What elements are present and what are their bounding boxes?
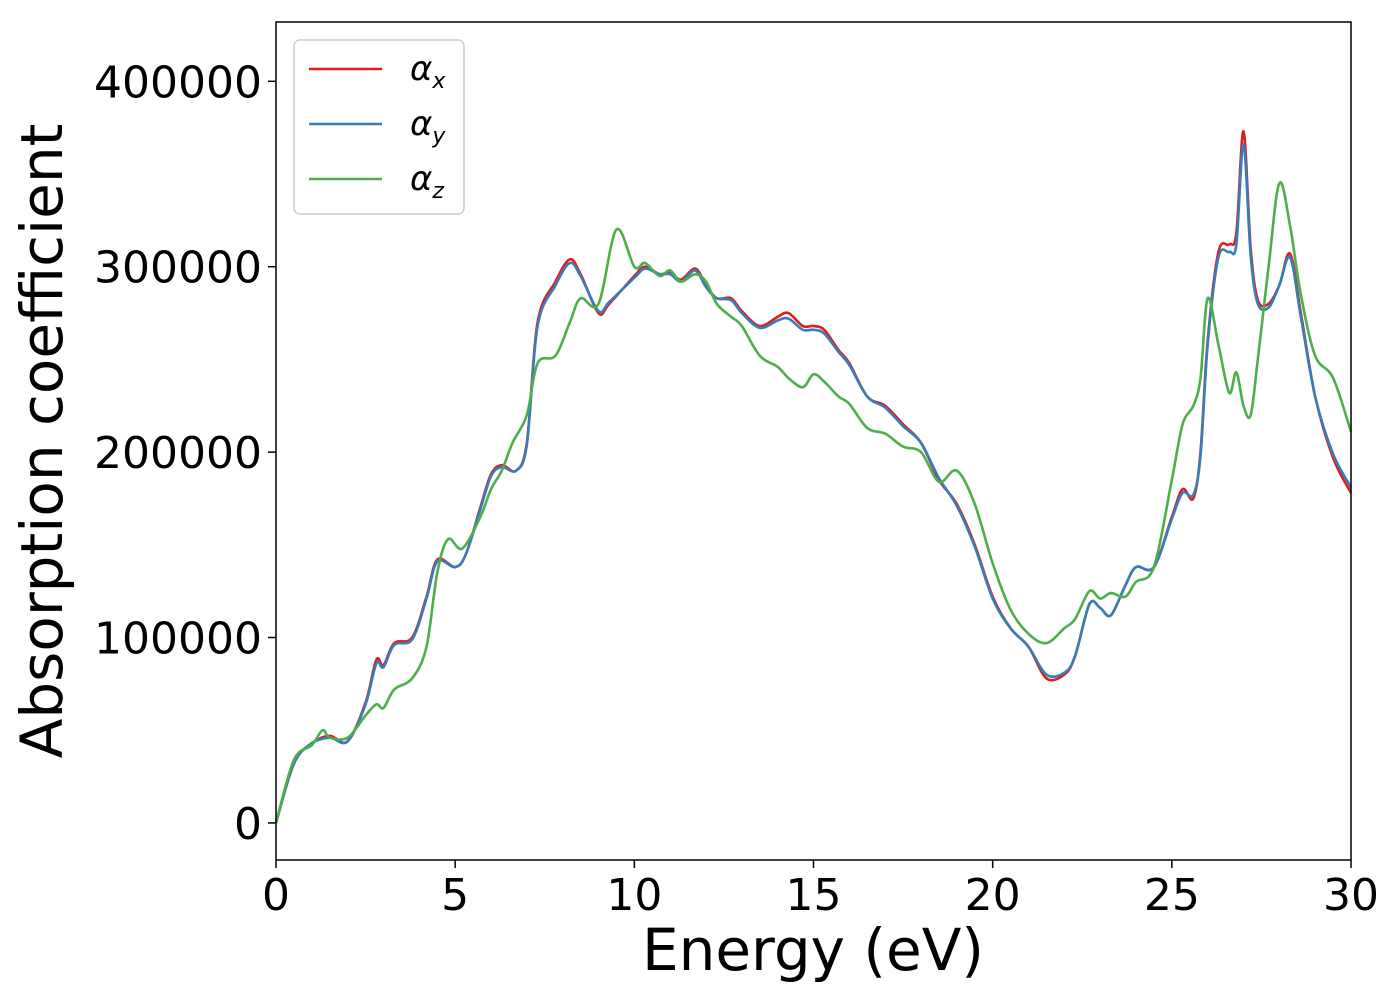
legend-frame: [293, 39, 465, 215]
y-tick-label: 400000: [94, 57, 262, 108]
x-tick-label: 5: [441, 870, 469, 921]
legend-label-y: αy: [410, 104, 446, 149]
series-line-y: [274, 143, 1353, 824]
y-tick-label: 300000: [94, 243, 262, 294]
y-tick-label: 200000: [94, 428, 262, 479]
legend: αx αy αz: [293, 39, 465, 215]
x-tick-label: 20: [965, 870, 1021, 921]
x-tick-label: 0: [262, 870, 290, 921]
y-tick-label: 100000: [94, 614, 262, 665]
legend-label-x: αx: [410, 49, 446, 94]
x-tick-label: 10: [606, 870, 662, 921]
y-axis-label: Absorption coefficient: [8, 124, 76, 759]
y-tick-label: 0: [234, 799, 262, 850]
series-layer: [274, 130, 1353, 824]
y-axis: 0 100000 200000 300000 400000: [94, 57, 276, 850]
series-line-z: [274, 181, 1353, 824]
x-tick-label: 25: [1144, 870, 1200, 921]
legend-label-z: αz: [410, 159, 444, 204]
x-tick-label: 30: [1323, 870, 1379, 921]
x-axis: 0 5 10 15 20 25 30: [262, 860, 1379, 921]
x-axis-label: Energy (eV): [642, 916, 984, 984]
x-tick-label: 15: [786, 870, 842, 921]
